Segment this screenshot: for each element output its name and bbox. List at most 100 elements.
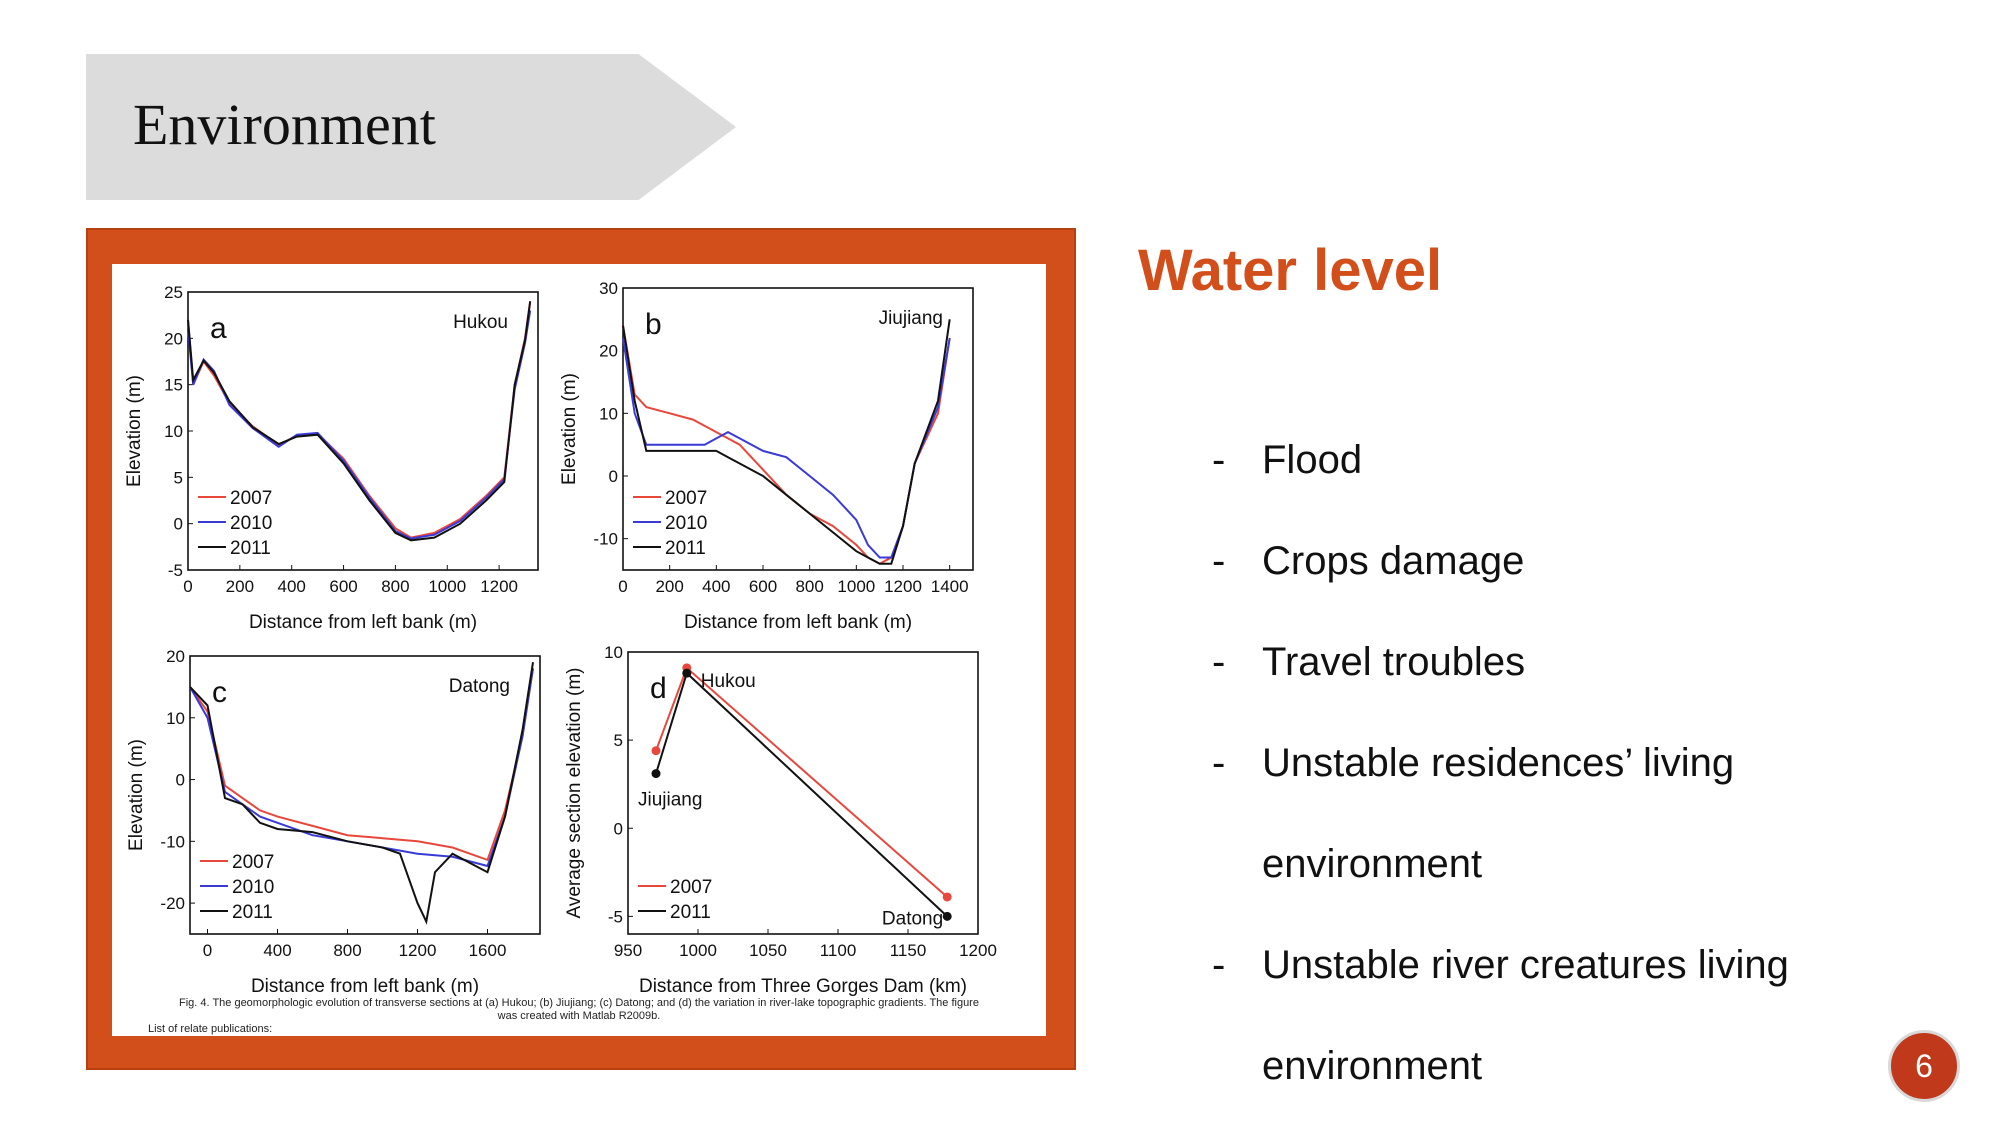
chart-c-y-tick-label: 20 <box>166 647 185 666</box>
chart-b-y-tick-label: 20 <box>599 342 618 361</box>
chart-a-legend-label: 2010 <box>230 513 272 534</box>
bullet-item: - Unstable river creatures living environ… <box>1212 915 1902 1117</box>
figure-caption-line-2: was created with Matlab R2009b. <box>497 1010 661 1022</box>
chart-a-y-tick-label: 5 <box>174 468 183 487</box>
bullet-item: - Travel troubles <box>1212 612 1902 713</box>
chart-c-legend-label: 2007 <box>232 852 274 873</box>
chart-a-x-tick-label: 0 <box>183 577 192 596</box>
chart-b-x-tick-label: 0 <box>618 577 627 596</box>
chart-b-panel-letter: b <box>645 308 662 341</box>
bullet-list: - Flood - Crops damage - Travel troubles -U… <box>1212 410 1902 1117</box>
chart-b-x-tick-label: 200 <box>655 577 683 596</box>
bullet-text: Travel troubles <box>1262 640 1526 684</box>
chart-d-series-2011-point <box>682 668 692 678</box>
chart-a-x-tick-label: 1000 <box>428 577 466 596</box>
chart-a-location-label: Hukou <box>453 312 508 333</box>
chart-a-panel-letter: a <box>210 312 227 345</box>
chart-a-y-tick-label: 20 <box>164 329 183 348</box>
chart-d-x-tick-label: 950 <box>614 941 642 960</box>
chart-a-legend-label: 2011 <box>230 538 271 559</box>
chart-d-series-2007-point <box>651 746 661 756</box>
chart-c-legend-label: 2011 <box>232 902 273 923</box>
bullet-item: - Flood <box>1212 410 1902 511</box>
chart-c-legend-label: 2010 <box>232 877 274 898</box>
section-heading: Water level <box>1138 238 1443 303</box>
chart-d-x-tick-label: 1150 <box>890 941 927 960</box>
chart-c-x-tick-label: 0 <box>203 941 212 960</box>
bullet-text: Crops damage <box>1262 539 1525 583</box>
chart-a-y-axis-label: Elevation (m) <box>124 375 145 487</box>
chart-d-series-2011-point <box>651 769 661 779</box>
chart-a-x-tick-label: 400 <box>278 577 306 596</box>
chart-b-x-tick-label: 800 <box>795 577 823 596</box>
chart-b-y-tick-label: 10 <box>599 404 618 423</box>
chart-b-y-axis-label: Elevation (m) <box>559 373 580 485</box>
chart-b-legend-label: 2010 <box>665 513 707 534</box>
chart-a-x-tick-label: 800 <box>381 577 409 596</box>
chart-b-y-tick-label: 30 <box>599 279 618 298</box>
chart-d-point-label: Datong <box>882 908 943 929</box>
chart-c-y-tick-label: 0 <box>176 771 185 790</box>
chart-d-y-tick-label: -5 <box>608 907 623 926</box>
bullet-marker: - <box>1212 539 1226 583</box>
chart-b-series-2011-line <box>622 319 951 565</box>
bullet-text: Unstable river creatures living environm… <box>1262 943 1789 1088</box>
chart-d-frame <box>627 651 979 935</box>
bullet-marker: - <box>1212 943 1226 987</box>
chart-c-frame <box>189 655 541 935</box>
bullet-marker: - <box>1212 438 1226 482</box>
chart-c-x-tick-label: 1600 <box>469 941 507 960</box>
chart-d-series-2007-point <box>942 892 952 902</box>
figure-footnote: List of relate publications: <box>148 1023 272 1035</box>
chart-d-x-tick-label: 1000 <box>679 941 717 960</box>
chart-b-legend-label: 2007 <box>665 488 707 509</box>
chart-d-legend-label: 2011 <box>670 902 711 923</box>
chart-a-x-axis-label: Distance from left bank (m) <box>249 612 477 633</box>
title-banner <box>86 54 736 200</box>
chart-b-x-tick-label: 1000 <box>837 577 875 596</box>
chart-d-point-label: Jiujiang <box>638 790 702 811</box>
chart-a-series-2011-line <box>187 301 532 542</box>
bullet-item: - Crops damage <box>1212 511 1902 612</box>
page-number-badge: 6 <box>1888 1030 1960 1102</box>
chart-c-y-tick-label: -20 <box>160 894 185 913</box>
chart-d-series-2011-point <box>942 911 952 921</box>
chart-d-x-tick-label: 1050 <box>749 941 787 960</box>
chart-a-y-tick-label: -5 <box>168 561 183 580</box>
bullet-marker: - <box>1212 741 1226 785</box>
chart-a-y-tick-label: 0 <box>174 515 183 534</box>
chart-d-x-tick-label: 1100 <box>820 941 857 960</box>
chart-c-panel-letter: c <box>212 676 227 709</box>
chart-c-x-axis-label: Distance from left bank (m) <box>251 976 479 997</box>
chart-d-y-axis-label: Average section elevation (m) <box>564 668 585 919</box>
chart-c-series-2011-line <box>189 662 534 925</box>
chart-c-y-tick-label: 10 <box>166 709 185 728</box>
chart-b-x-axis-label: Distance from left bank (m) <box>684 612 912 633</box>
chart-d-series-2007-line <box>655 666 948 898</box>
chart-c-series-2007-line <box>189 668 534 862</box>
chart-c-x-tick-label: 1200 <box>399 941 437 960</box>
chart-b-location-label: Jiujiang <box>879 308 943 329</box>
figure-charts: 0 200 400 600 800 1000 1200-50510152025Distanc… <box>124 279 997 1035</box>
chart-d-point-label: Hukou <box>701 671 756 692</box>
chart-a-x-tick-label: 600 <box>329 577 357 596</box>
bullet-text: Unstable residences’ living environment <box>1262 741 1735 886</box>
chart-d-x-tick-label: 1200 <box>959 941 997 960</box>
chart-a-y-tick-label: 10 <box>164 422 183 441</box>
bullet-item: - Unstable residences’ living environment <box>1212 713 1902 915</box>
chart-b-y-tick-label: 0 <box>609 467 618 486</box>
chart-a-legend-label: 2007 <box>230 488 272 509</box>
chart-c-y-axis-label: Elevation (m) <box>126 739 147 851</box>
chart-b-y-tick-label: -10 <box>593 530 618 549</box>
chart-a-x-tick-label: 1200 <box>480 577 518 596</box>
chart-c-x-tick-label: 800 <box>333 941 361 960</box>
chart-a-y-tick-label: 15 <box>164 376 183 395</box>
chart-b-x-tick-label: 1200 <box>884 577 922 596</box>
chart-b-x-tick-label: 600 <box>749 577 777 596</box>
figure-panel: 0 200 400 600 800 1000 1200 -5 0 5 10 15 20 25 Distanc… <box>112 264 1046 1036</box>
bullet-text: Flood <box>1262 438 1363 482</box>
chart-d-y-tick-label: 5 <box>614 731 623 750</box>
chart-c-x-tick-label: 400 <box>263 941 291 960</box>
chart-a-y-tick-label: 25 <box>164 283 183 302</box>
chart-b-x-tick-label: 1400 <box>931 577 969 596</box>
